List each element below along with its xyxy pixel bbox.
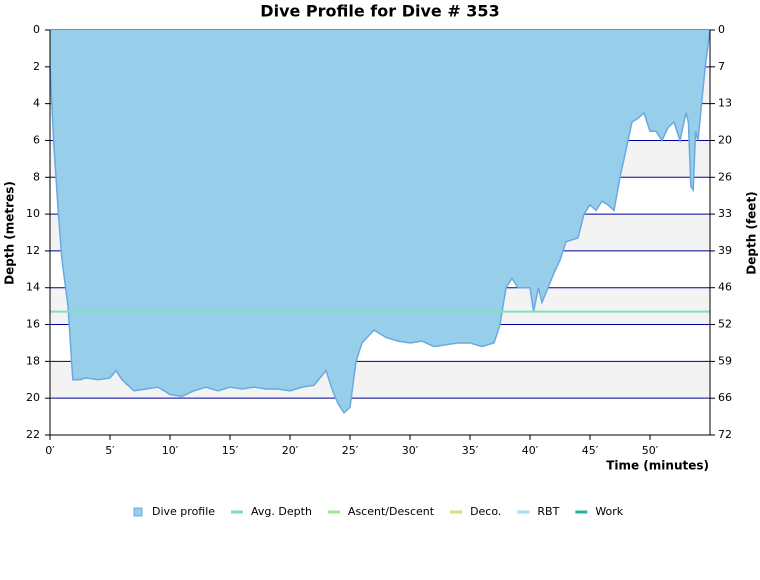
x-tick-label: 15′ [222,444,239,457]
y2-tick-label: 7 [718,60,725,73]
y2-tick-label: 26 [718,170,732,183]
y-tick-label: 0 [33,23,40,36]
y2-tick-label: 72 [718,428,732,441]
area [50,30,710,413]
legend-label: Ascent/Descent [348,505,435,518]
chart-title: Dive Profile for Dive # 353 [260,2,499,21]
y2-tick-label: 0 [718,23,725,36]
y-tick-label: 14 [26,281,40,294]
x-tick-label: 50′ [642,444,659,457]
x-tick-label: 10′ [162,444,179,457]
y2-tick-label: 46 [718,281,732,294]
x-tick-label: 5′ [105,444,115,457]
x-tick-label: 35′ [462,444,479,457]
legend-label: RBT [537,505,559,518]
x-tick-label: 40′ [522,444,539,457]
y2-tick-label: 20 [718,133,732,146]
y-tick-label: 22 [26,428,40,441]
y2-tick-label: 33 [718,207,732,220]
y-tick-label: 8 [33,170,40,183]
x-tick-label: 0′ [45,444,55,457]
y-tick-label: 12 [26,244,40,257]
y-tick-label: 6 [33,133,40,146]
area-line [49,29,711,415]
legend-label: Avg. Depth [251,505,312,518]
y2-tick-label: 52 [718,318,732,331]
y2-axis-title: Depth (feet) [745,191,759,274]
legend-label: Work [595,505,623,518]
x-tick-label: 25′ [342,444,359,457]
y-tick-label: 20 [26,391,40,404]
y2-tick-label: 66 [718,391,732,404]
legend-label: Deco. [470,505,501,518]
y2-tick-label: 59 [718,354,732,367]
y-tick-label: 2 [33,60,40,73]
x-tick-label: 45′ [582,444,599,457]
x-axis-title: Time (minutes) [606,459,709,473]
y-axis-title: Depth (metres) [3,181,17,285]
y-tick-label: 18 [26,354,40,367]
y-tick-label: 4 [33,97,40,110]
y-tick-label: 16 [26,318,40,331]
legend-swatch [133,507,143,517]
x-tick-label: 30′ [402,444,419,457]
legend-label: Dive profile [152,505,215,518]
y2-tick-label: 13 [718,97,732,110]
x-tick-label: 20′ [282,444,299,457]
y-tick-label: 10 [26,207,40,220]
y2-tick-label: 39 [718,244,732,257]
